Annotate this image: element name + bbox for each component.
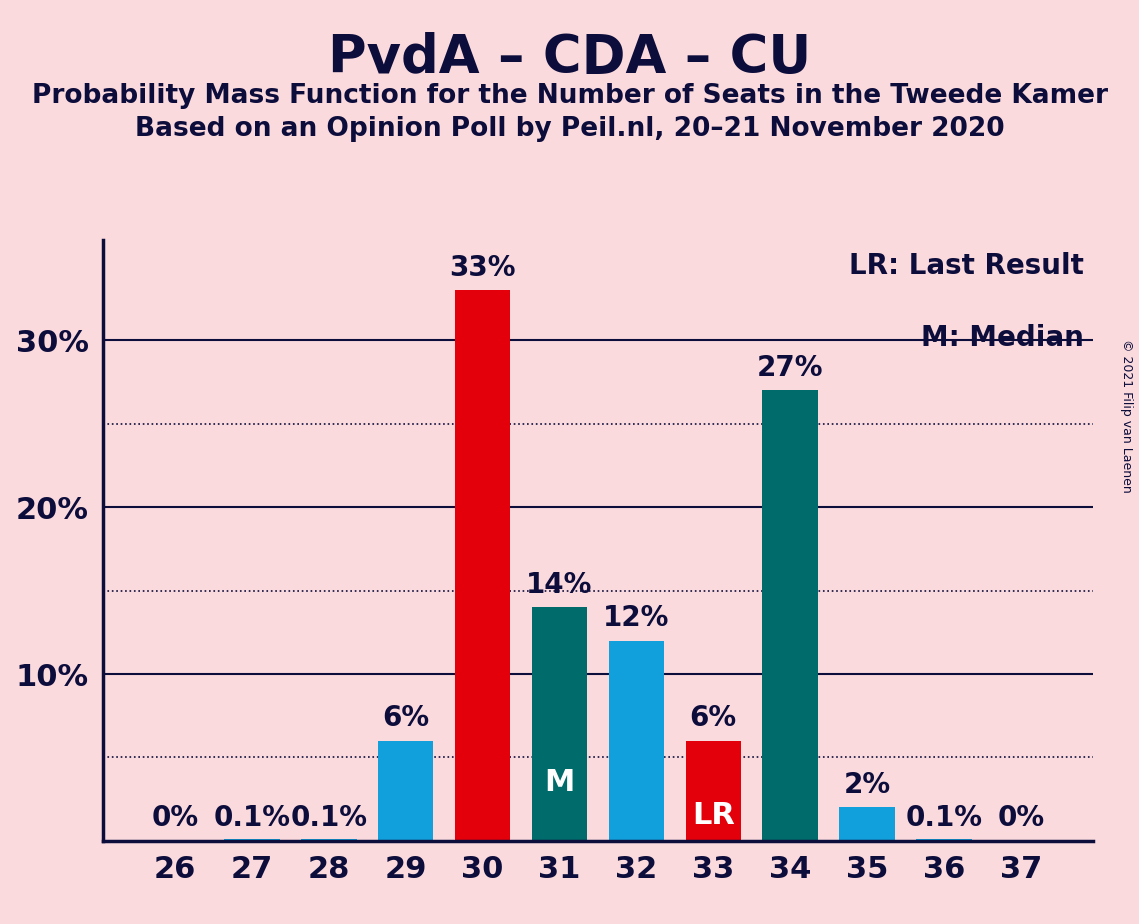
Text: 27%: 27% [757, 354, 823, 382]
Bar [378, 741, 434, 841]
Text: LR: Last Result: LR: Last Result [849, 252, 1083, 280]
Bar [224, 839, 280, 841]
Text: 14%: 14% [526, 571, 592, 599]
Bar [532, 607, 588, 841]
Bar [686, 741, 741, 841]
Text: 2%: 2% [844, 772, 891, 799]
Text: PvdA – CDA – CU: PvdA – CDA – CU [328, 32, 811, 84]
Bar [302, 839, 357, 841]
Text: 33%: 33% [450, 254, 516, 282]
Text: 0%: 0% [997, 805, 1044, 833]
Text: M: Median: M: Median [920, 324, 1083, 352]
Text: 0.1%: 0.1% [214, 805, 290, 833]
Text: 12%: 12% [604, 604, 670, 632]
Text: 0.1%: 0.1% [290, 805, 368, 833]
Text: LR: LR [691, 801, 735, 831]
Bar [454, 290, 510, 841]
Bar [839, 808, 894, 841]
Text: Based on an Opinion Poll by Peil.nl, 20–21 November 2020: Based on an Opinion Poll by Peil.nl, 20–… [134, 116, 1005, 141]
Text: 6%: 6% [690, 704, 737, 733]
Bar [916, 839, 972, 841]
Text: M: M [544, 768, 575, 796]
Text: © 2021 Filip van Laenen: © 2021 Filip van Laenen [1121, 339, 1133, 492]
Text: 6%: 6% [383, 704, 429, 733]
Bar [762, 390, 818, 841]
Text: 0%: 0% [151, 805, 199, 833]
Bar [608, 640, 664, 841]
Text: 0.1%: 0.1% [906, 805, 982, 833]
Text: Probability Mass Function for the Number of Seats in the Tweede Kamer: Probability Mass Function for the Number… [32, 83, 1107, 109]
